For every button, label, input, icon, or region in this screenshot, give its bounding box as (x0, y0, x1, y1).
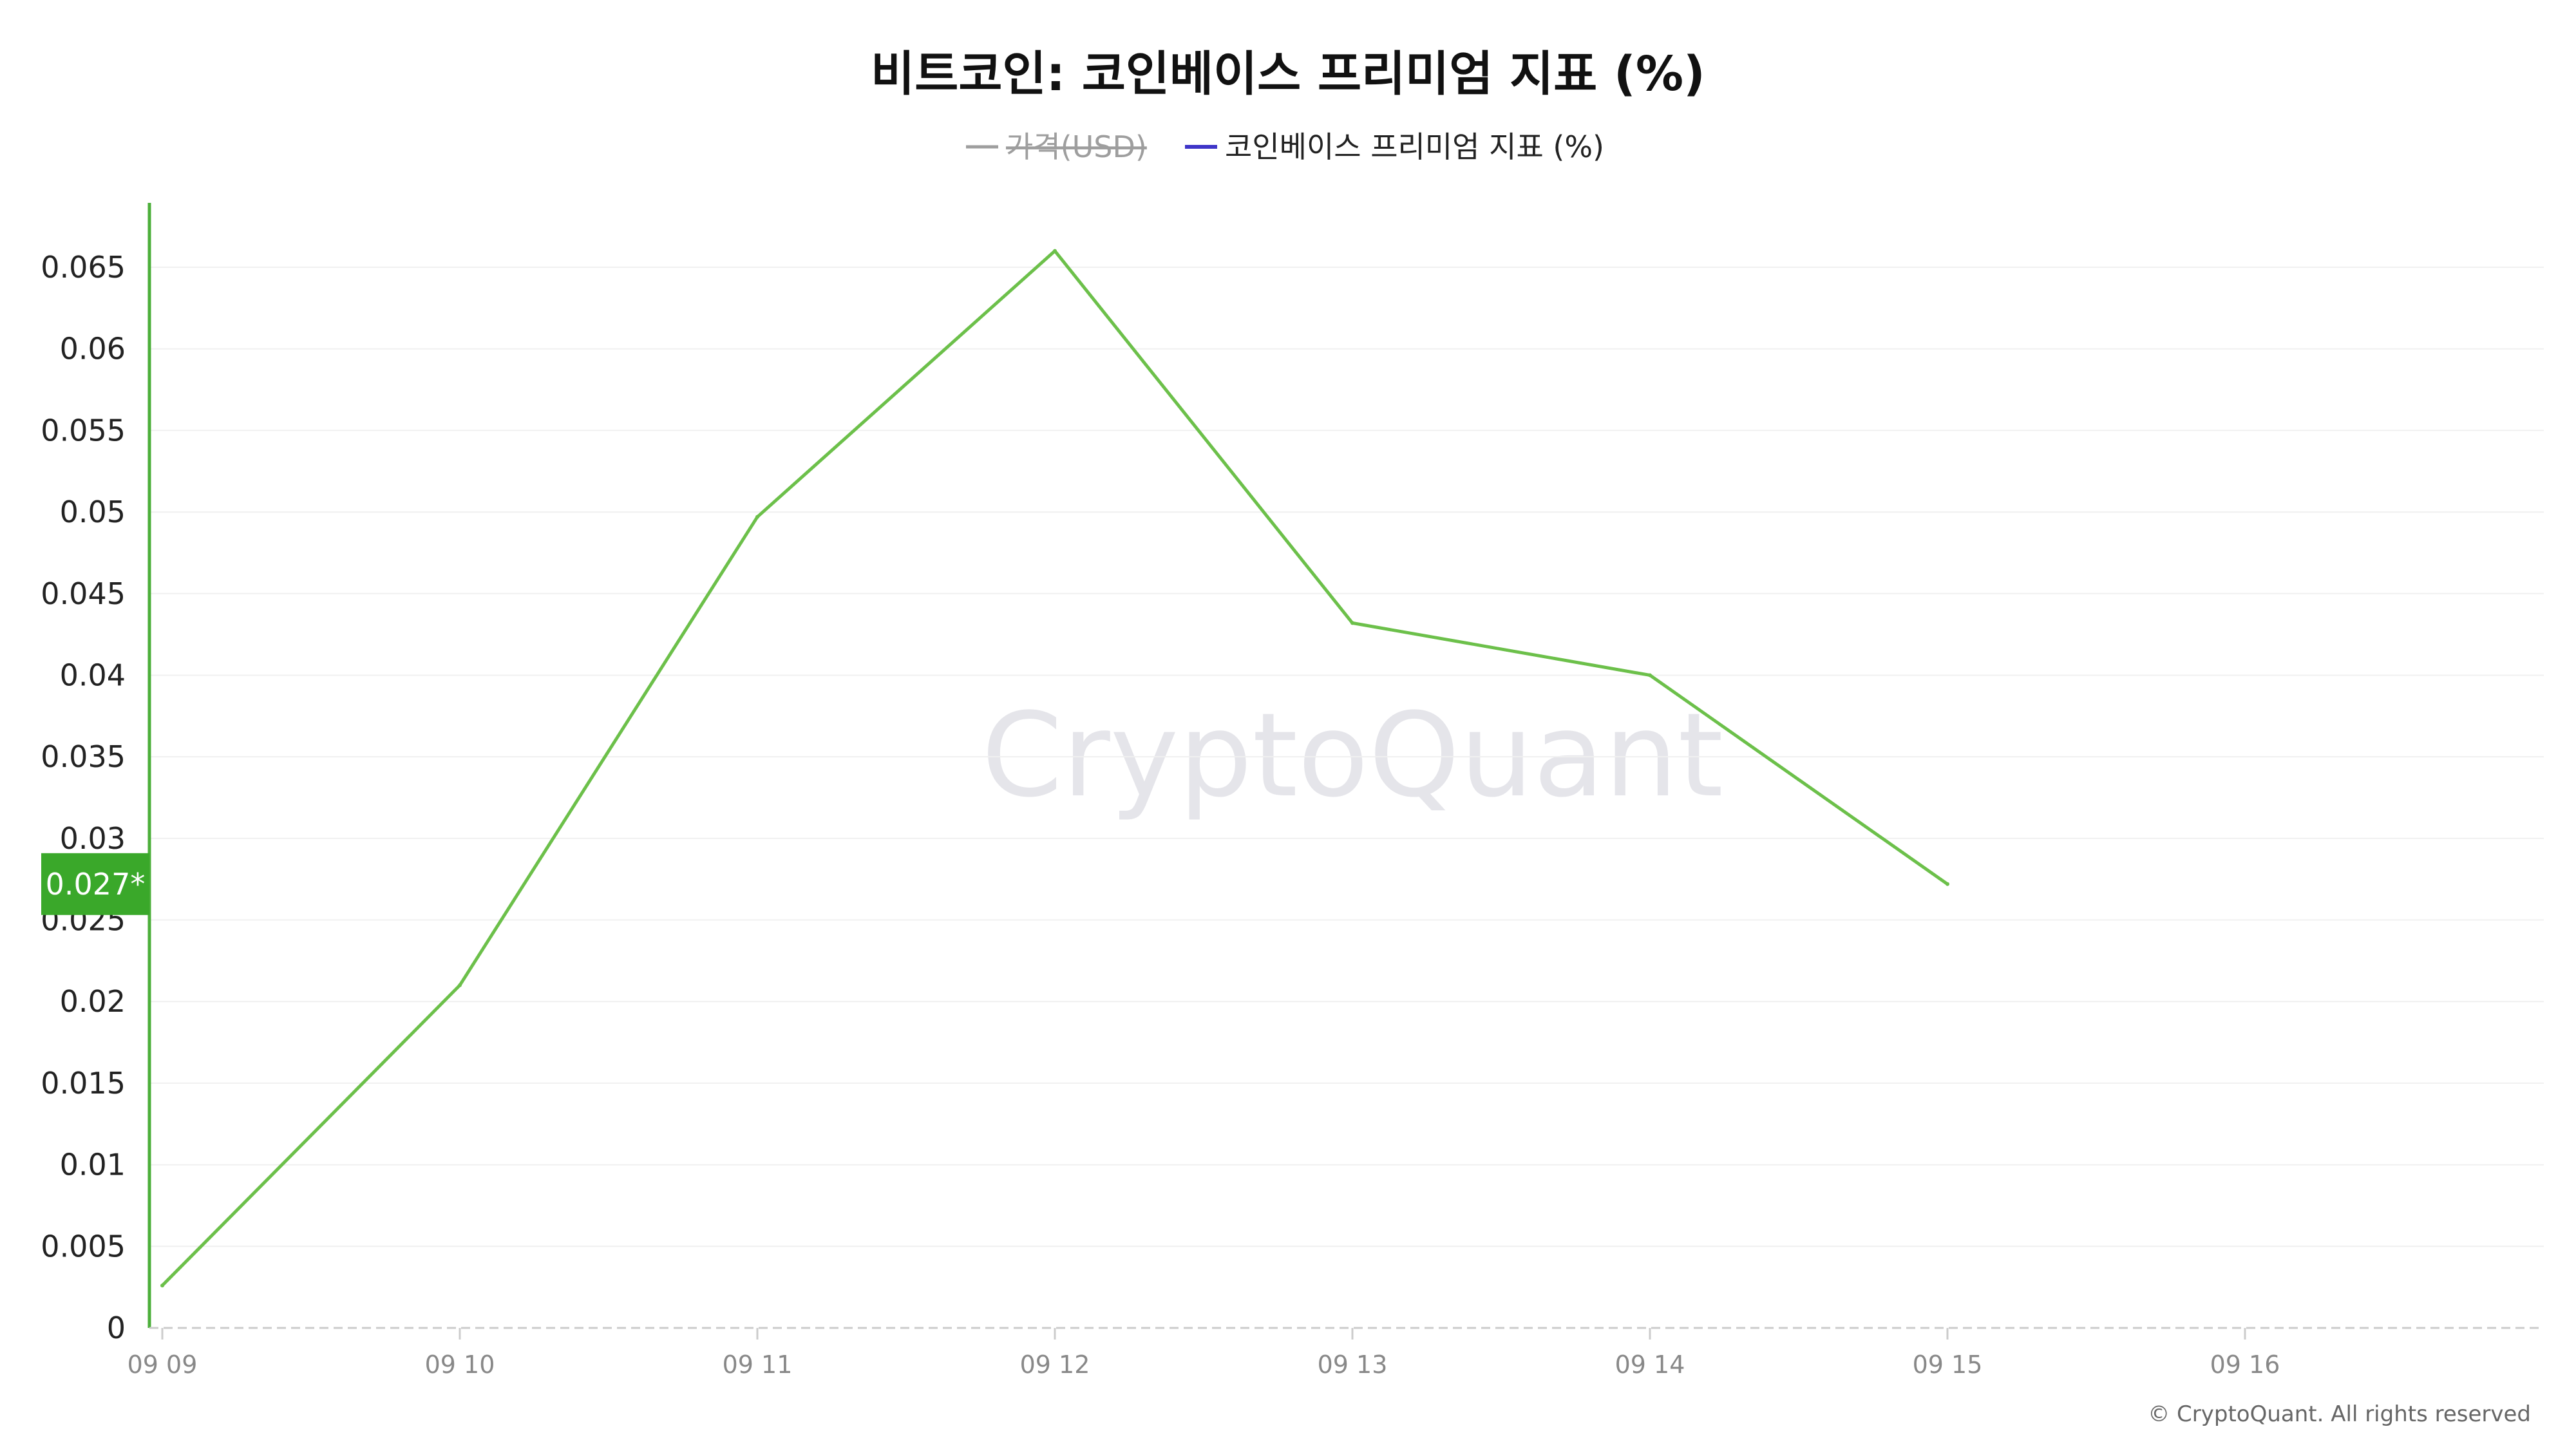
y-tick-label: 0.065 (41, 250, 126, 285)
data-point[interactable] (160, 1283, 164, 1288)
y-axis-ticks: 00.0050.010.0150.020.0250.030.0350.040.0… (41, 250, 126, 1345)
y-tick-label: 0.03 (60, 821, 126, 856)
chart-title: 비트코인: 코인베이스 프리미엄 지표 (%) (871, 46, 1705, 102)
y-tick-label: 0.045 (41, 576, 126, 611)
series-group (160, 249, 1949, 1288)
x-tick-label: 09 12 (1020, 1350, 1090, 1379)
x-tick-label: 09 11 (723, 1350, 793, 1379)
y-tick-label: 0.05 (60, 495, 126, 529)
watermark: CryptoQuant (981, 688, 1723, 823)
y-tick-label: 0.035 (41, 739, 126, 774)
legend-price-label[interactable]: 가격(USD) (1006, 129, 1147, 164)
grid-lines (149, 267, 2544, 1247)
x-tick-label: 09 10 (425, 1350, 495, 1379)
x-tick-label: 09 15 (1913, 1350, 1983, 1379)
x-tick-label: 09 13 (1318, 1350, 1388, 1379)
current-value-marker: 0.027* (41, 853, 149, 915)
y-tick-label: 0.02 (60, 984, 126, 1019)
data-point[interactable] (1053, 249, 1057, 253)
y-tick-label: 0.04 (60, 658, 126, 692)
data-point[interactable] (1350, 621, 1354, 625)
copyright: © CryptoQuant. All rights reserved (2148, 1401, 2531, 1427)
data-point[interactable] (1946, 882, 1949, 886)
current-value-marker-bg (41, 853, 149, 915)
data-point[interactable] (458, 983, 462, 987)
x-tick-label: 09 16 (2210, 1350, 2280, 1379)
legend: 가격(USD) 코인베이스 프리미엄 지표 (%) (966, 129, 1604, 164)
current-value-label: 0.027* (46, 867, 146, 902)
y-tick-label: 0.015 (41, 1066, 126, 1101)
y-tick-label: 0.055 (41, 413, 126, 448)
y-tick-label: 0.005 (41, 1229, 126, 1264)
x-axis-ticks: 09 09 09 10 09 11 09 12 09 13 09 14 09 15 09 16 (128, 1328, 2280, 1379)
y-tick-label: 0.01 (60, 1148, 126, 1182)
x-tick-label: 09 09 (128, 1350, 198, 1379)
y-tick-label: 0 (107, 1311, 126, 1345)
data-point[interactable] (1648, 673, 1652, 677)
y-tick-label: 0.06 (60, 332, 126, 366)
x-tick-label: 09 14 (1615, 1350, 1685, 1379)
data-point[interactable] (755, 515, 759, 519)
legend-premium-label[interactable]: 코인베이스 프리미엄 지표 (%) (1225, 129, 1604, 164)
